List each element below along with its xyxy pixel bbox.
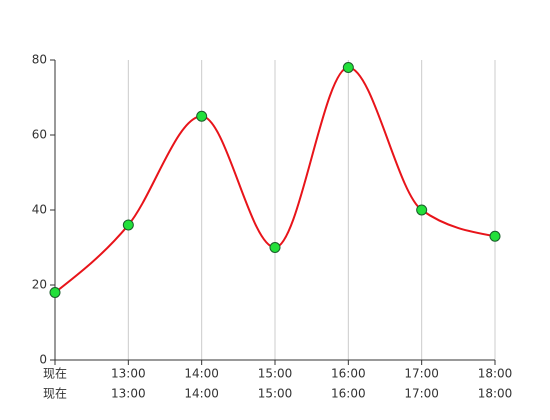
y-tick-label: 0	[39, 353, 47, 367]
x-tick-label: 14:00	[184, 367, 219, 381]
y-tick-label: 20	[32, 278, 47, 292]
x-tick-label: 17:00	[404, 387, 439, 401]
point	[489, 230, 501, 242]
point	[49, 287, 61, 298]
point	[269, 242, 281, 253]
y-tick-label: 60	[32, 128, 47, 142]
y-tick-label: 40	[32, 203, 47, 217]
x-tick-label: 15:00	[258, 387, 293, 401]
x-tick-label: 现在	[43, 367, 67, 381]
x-tick-label: 18:00	[478, 387, 513, 401]
point	[416, 204, 428, 216]
x-tick-label: 13:00	[111, 387, 146, 401]
x-tick-label: 15:00	[258, 367, 293, 381]
x-tick-label: 现在	[43, 387, 67, 401]
point	[196, 110, 208, 122]
x-tick-label: 18:00	[478, 367, 513, 381]
x-tick-label: 17:00	[404, 367, 439, 381]
y-tick-label: 80	[32, 53, 47, 67]
point	[342, 62, 354, 73]
x-tick-label: 16:00	[331, 367, 366, 381]
x-tick-label: 13:00	[111, 367, 146, 381]
point	[122, 219, 134, 231]
x-tick-label: 14:00	[184, 387, 219, 401]
x-tick-label: 16:00	[331, 387, 366, 401]
